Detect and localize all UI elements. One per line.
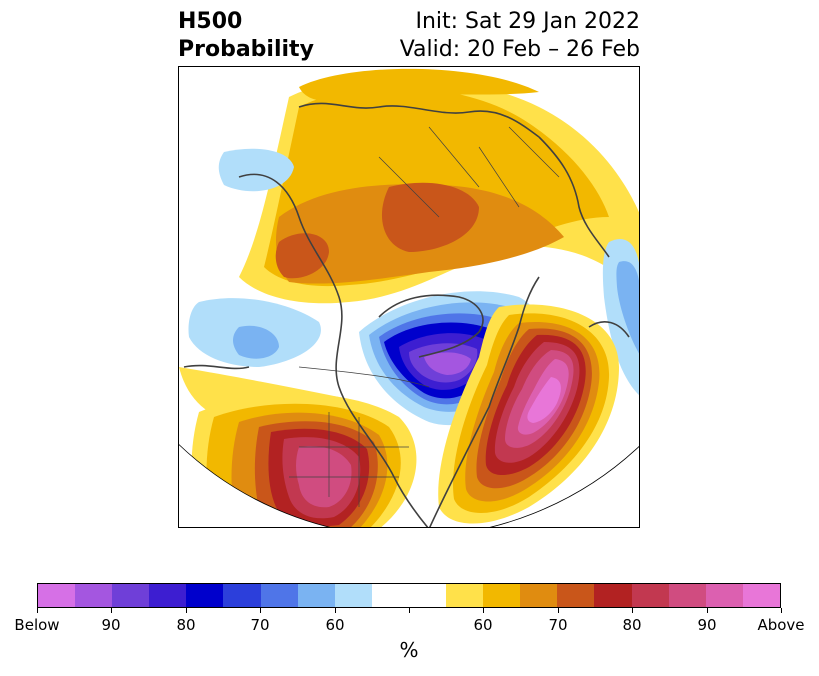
colorbar-segment bbox=[557, 584, 595, 607]
colorbar-segment bbox=[149, 584, 187, 607]
colorbar-segment bbox=[742, 584, 780, 607]
colorbar-tick bbox=[781, 608, 782, 613]
colorbar-tick bbox=[632, 608, 633, 613]
colorbar-segment bbox=[520, 584, 558, 607]
colorbar-segment bbox=[334, 584, 372, 607]
title-variable: H500 bbox=[178, 9, 243, 34]
colorbar-segment bbox=[297, 584, 335, 607]
colorbar-segment bbox=[371, 584, 409, 607]
colorbar-label: Above bbox=[757, 616, 805, 634]
colorbar-label: Below bbox=[14, 616, 60, 634]
colorbar-label: 90 bbox=[101, 616, 121, 634]
colorbar-segment bbox=[260, 584, 298, 607]
colorbar-segment bbox=[75, 584, 113, 607]
map-title: H500 Probability bbox=[178, 8, 314, 64]
init-date: Init: Sat 29 Jan 2022 bbox=[415, 9, 640, 34]
colorbar-label: 80 bbox=[622, 616, 642, 634]
colorbar-segment bbox=[223, 584, 261, 607]
colorbar-tick bbox=[558, 608, 559, 613]
map-dates: Init: Sat 29 Jan 2022 Valid: 20 Feb – 26… bbox=[400, 8, 640, 64]
borders bbox=[289, 126, 560, 507]
probability-map bbox=[178, 66, 640, 528]
colorbar-segment bbox=[668, 584, 706, 607]
colorbar-tick bbox=[335, 608, 336, 613]
colorbar-segment bbox=[186, 584, 224, 607]
colorbar-label: 60 bbox=[473, 616, 493, 634]
colorbar-tick bbox=[707, 608, 708, 613]
colorbar-tick bbox=[409, 608, 410, 613]
colorbar-segment bbox=[446, 584, 484, 607]
colorbar-segment bbox=[483, 584, 521, 607]
colorbar bbox=[37, 583, 781, 608]
colorbar-label: 70 bbox=[250, 616, 270, 634]
title-product: Probability bbox=[178, 37, 314, 62]
colorbar-label: 80 bbox=[176, 616, 196, 634]
colorbar-segment bbox=[705, 584, 743, 607]
map-svg bbox=[179, 67, 639, 527]
colorbar-segment bbox=[594, 584, 632, 607]
colorbar-label: 90 bbox=[697, 616, 717, 634]
colorbar-tick bbox=[37, 608, 38, 613]
colorbar-tick bbox=[111, 608, 112, 613]
colorbar-tick bbox=[260, 608, 261, 613]
colorbar-segment bbox=[112, 584, 150, 607]
colorbar-segment bbox=[38, 584, 76, 607]
colorbar-label: 70 bbox=[548, 616, 568, 634]
colorbar-segment bbox=[631, 584, 669, 607]
probability-field bbox=[179, 67, 639, 527]
valid-range: Valid: 20 Feb – 26 Feb bbox=[399, 37, 640, 62]
colorbar-tick bbox=[186, 608, 187, 613]
colorbar-segment bbox=[408, 584, 447, 607]
colorbar-unit: % bbox=[399, 638, 419, 662]
colorbar-tick bbox=[483, 608, 484, 613]
colorbar-label: 60 bbox=[325, 616, 345, 634]
